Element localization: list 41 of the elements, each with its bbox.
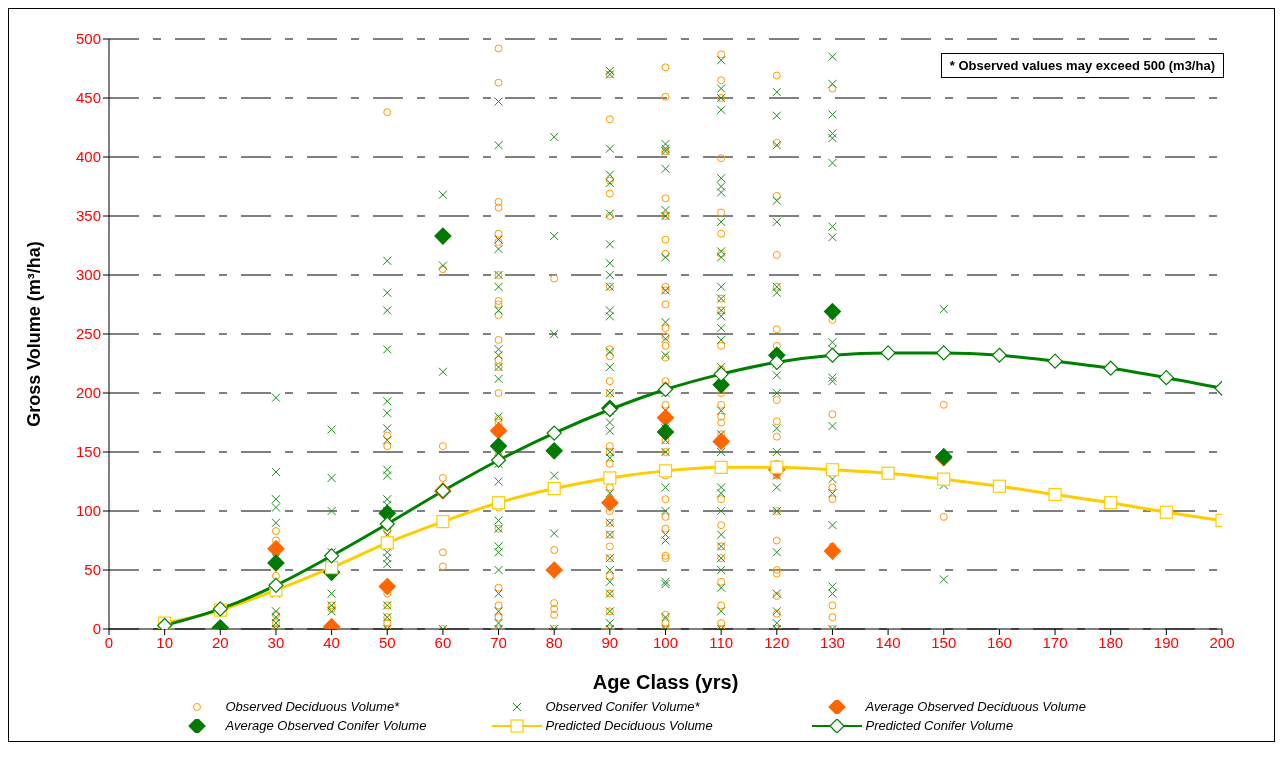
x-tick-label: 180 xyxy=(1098,633,1124,651)
legend-label: Predicted Deciduous Volume xyxy=(545,718,713,733)
legend-label: Observed Conifer Volume* xyxy=(545,699,700,714)
y-tick-label: 200 xyxy=(75,384,101,402)
x-tick-label: 200 xyxy=(1209,633,1235,651)
x-tick-label: 140 xyxy=(875,633,901,651)
y-tick-label: 400 xyxy=(75,148,101,166)
y-tick-label: 300 xyxy=(75,266,101,284)
x-tick-label: 0 xyxy=(104,633,114,651)
y-tick-label: 0 xyxy=(92,620,101,638)
x-tick-label: 170 xyxy=(1042,633,1068,651)
x-tick-label: 60 xyxy=(434,633,452,651)
y-tick-label: 500 xyxy=(75,30,101,48)
x-tick-label: 160 xyxy=(986,633,1012,651)
x-tick-label: 30 xyxy=(267,633,285,651)
legend-label: Observed Deciduous Volume* xyxy=(225,699,400,714)
x-tick-label: 90 xyxy=(601,633,619,651)
annotation: * Observed values may exceed 500 (m3/ha) xyxy=(940,53,1224,78)
y-tick-label: 450 xyxy=(75,89,101,107)
y-tick-label: 100 xyxy=(75,502,101,520)
legend-label: Average Observed Deciduous Volume xyxy=(865,699,1086,714)
x-tick-label: 190 xyxy=(1153,633,1179,651)
x-tick-label: 40 xyxy=(323,633,340,651)
x-axis-title: Age Class (yrs) xyxy=(592,671,739,693)
y-axis-title: Gross Volume (m³/ha) xyxy=(24,241,45,427)
y-tick-label: 150 xyxy=(75,443,101,461)
legend-label: Average Observed Conifer Volume xyxy=(225,718,427,733)
x-tick-label: 80 xyxy=(545,633,563,651)
x-tick-label: 120 xyxy=(764,633,790,651)
x-tick-label: 70 xyxy=(490,633,507,651)
legend-label: Predicted Conifer Volume xyxy=(865,718,1014,733)
x-tick-label: 150 xyxy=(931,633,957,651)
y-tick-label: 350 xyxy=(75,207,101,225)
x-tick-label: 50 xyxy=(378,633,396,651)
y-tick-label: 250 xyxy=(75,325,101,343)
x-tick-label: 110 xyxy=(709,633,734,651)
y-tick-label: 50 xyxy=(84,561,101,579)
x-tick-label: 10 xyxy=(156,633,173,651)
x-tick-label: 130 xyxy=(819,633,845,651)
x-tick-label: 100 xyxy=(652,633,679,651)
x-tick-label: 20 xyxy=(211,633,229,651)
